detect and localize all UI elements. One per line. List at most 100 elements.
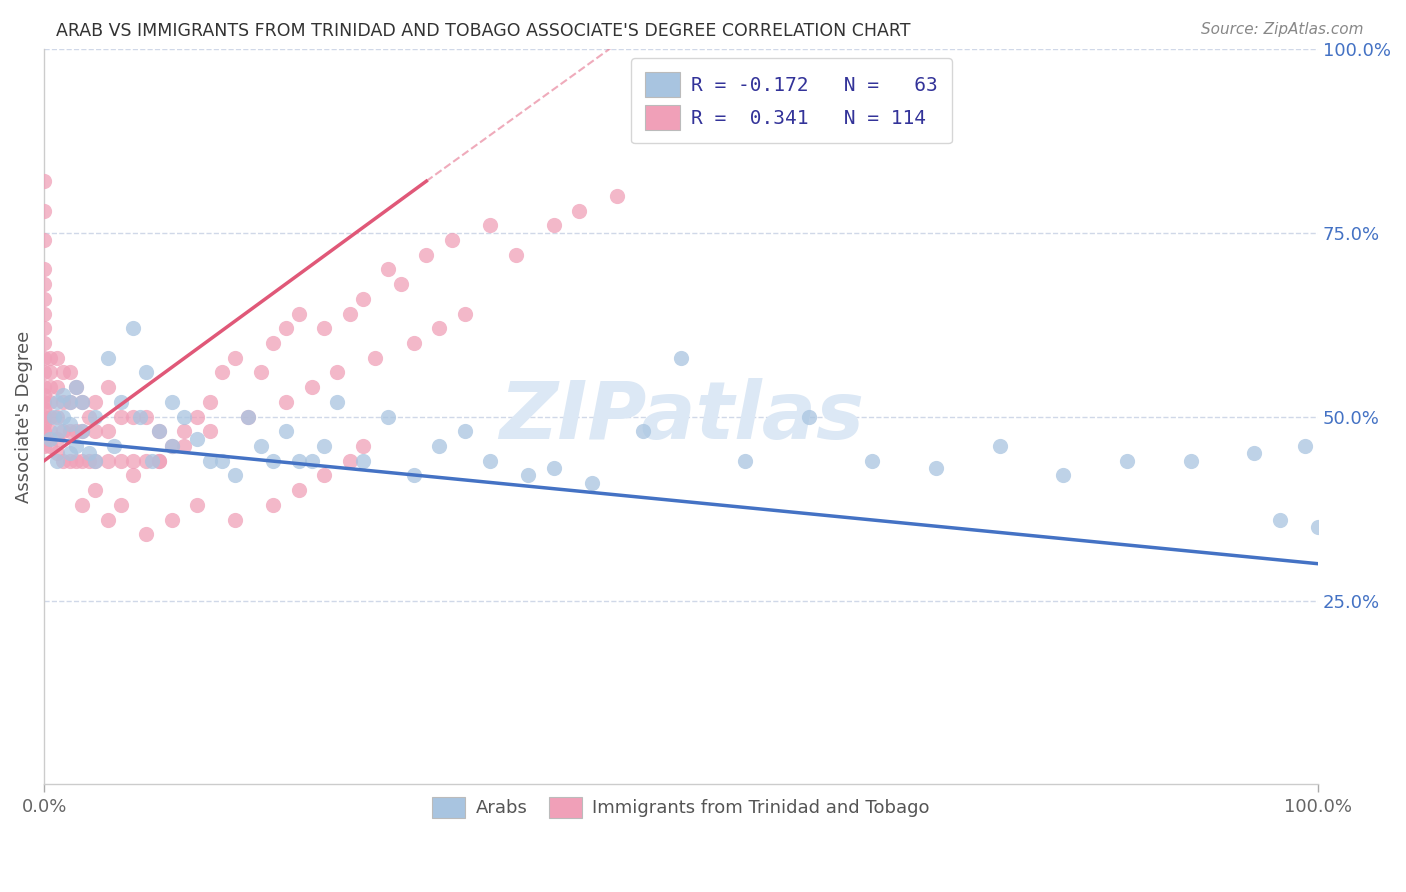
Point: [84, 409, 107, 424]
Point: [236, 409, 259, 424]
Point: [288, 483, 311, 498]
Point: [606, 189, 628, 203]
Point: [52, 395, 75, 409]
Point: [352, 292, 374, 306]
Point: [45, 351, 67, 365]
Point: [32, 292, 55, 306]
Point: [631, 425, 654, 439]
Point: [734, 454, 756, 468]
Point: [925, 461, 948, 475]
Point: [110, 395, 132, 409]
Point: [314, 468, 336, 483]
Point: [427, 439, 450, 453]
Point: [505, 248, 527, 262]
Point: [211, 366, 233, 380]
Point: [84, 454, 107, 468]
Point: [77, 454, 100, 468]
Point: [84, 425, 107, 439]
Point: [32, 307, 55, 321]
Point: [32, 262, 55, 277]
Point: [160, 395, 183, 409]
Point: [402, 336, 425, 351]
Point: [198, 395, 221, 409]
Point: [135, 527, 157, 541]
Point: [352, 439, 374, 453]
Point: [479, 454, 502, 468]
Point: [262, 454, 284, 468]
Point: [224, 351, 246, 365]
Point: [39, 351, 62, 365]
Point: [198, 454, 221, 468]
Text: ARAB VS IMMIGRANTS FROM TRINIDAD AND TOBAGO ASSOCIATE'S DEGREE CORRELATION CHART: ARAB VS IMMIGRANTS FROM TRINIDAD AND TOB…: [56, 22, 911, 40]
Point: [211, 454, 233, 468]
Point: [543, 461, 565, 475]
Point: [45, 446, 67, 460]
Point: [402, 468, 425, 483]
Point: [377, 409, 399, 424]
Point: [77, 446, 100, 460]
Point: [148, 425, 170, 439]
Point: [517, 468, 540, 483]
Point: [1308, 520, 1330, 534]
Point: [236, 409, 259, 424]
Point: [1180, 454, 1202, 468]
Point: [58, 425, 80, 439]
Point: [32, 409, 55, 424]
Point: [72, 454, 94, 468]
Point: [97, 351, 120, 365]
Point: [1294, 439, 1316, 453]
Point: [276, 425, 298, 439]
Point: [84, 483, 107, 498]
Point: [543, 219, 565, 233]
Point: [45, 409, 67, 424]
Point: [148, 425, 170, 439]
Point: [39, 380, 62, 394]
Point: [65, 425, 87, 439]
Point: [110, 454, 132, 468]
Point: [48, 425, 70, 439]
Point: [160, 439, 183, 453]
Point: [97, 454, 120, 468]
Point: [58, 366, 80, 380]
Point: [39, 395, 62, 409]
Point: [39, 366, 62, 380]
Point: [288, 307, 311, 321]
Point: [326, 366, 349, 380]
Point: [72, 498, 94, 512]
Point: [65, 380, 87, 394]
Point: [249, 439, 271, 453]
Point: [32, 233, 55, 247]
Point: [32, 203, 55, 218]
Point: [84, 454, 107, 468]
Point: [58, 454, 80, 468]
Point: [32, 439, 55, 453]
Point: [44, 409, 66, 424]
Point: [58, 395, 80, 409]
Point: [58, 417, 80, 431]
Text: ZIPatlas: ZIPatlas: [499, 377, 863, 456]
Point: [122, 454, 145, 468]
Point: [453, 425, 475, 439]
Point: [288, 454, 311, 468]
Point: [276, 321, 298, 335]
Point: [32, 425, 55, 439]
Point: [32, 387, 55, 401]
Y-axis label: Associate's Degree: Associate's Degree: [15, 330, 32, 503]
Point: [72, 395, 94, 409]
Point: [198, 425, 221, 439]
Point: [389, 277, 412, 292]
Point: [173, 409, 195, 424]
Point: [45, 395, 67, 409]
Point: [72, 395, 94, 409]
Point: [352, 454, 374, 468]
Point: [224, 468, 246, 483]
Point: [135, 366, 157, 380]
Point: [97, 380, 120, 394]
Point: [77, 409, 100, 424]
Point: [377, 262, 399, 277]
Point: [122, 468, 145, 483]
Point: [186, 409, 208, 424]
Point: [32, 395, 55, 409]
Point: [97, 512, 120, 526]
Point: [128, 409, 150, 424]
